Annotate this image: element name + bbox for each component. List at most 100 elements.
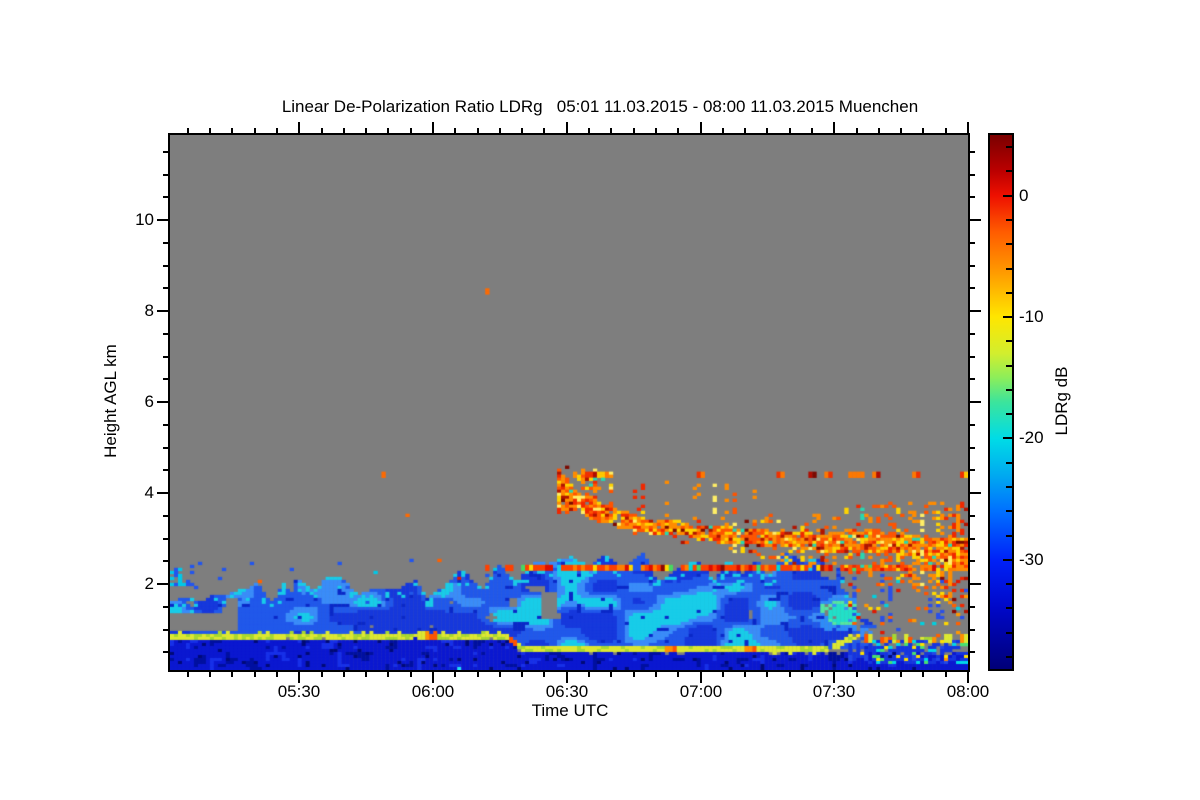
axis-tick bbox=[811, 128, 813, 135]
axis-tick bbox=[878, 128, 880, 135]
axis-tick bbox=[968, 356, 975, 358]
x-tick-label: 08:00 bbox=[946, 682, 990, 701]
x-tick-label: 07:00 bbox=[679, 682, 723, 701]
colorbar-tick-label: -30 bbox=[1019, 550, 1044, 569]
axis-tick bbox=[968, 333, 975, 335]
axis-tick bbox=[945, 128, 947, 135]
axis-tick bbox=[856, 670, 858, 677]
y-tick-label: 2 bbox=[144, 574, 154, 593]
axis-tick bbox=[1006, 292, 1012, 294]
axis-tick bbox=[454, 670, 456, 677]
axis-tick bbox=[744, 670, 746, 677]
axis-tick bbox=[163, 447, 170, 449]
axis-tick bbox=[968, 265, 975, 267]
heatmap-canvas bbox=[170, 135, 968, 670]
axis-tick bbox=[789, 670, 791, 677]
axis-tick bbox=[1003, 559, 1012, 561]
axis-tick bbox=[633, 670, 635, 677]
axis-tick bbox=[968, 651, 975, 653]
axis-tick bbox=[499, 670, 501, 677]
axis-tick bbox=[968, 629, 975, 631]
axis-tick bbox=[677, 128, 679, 135]
axis-tick bbox=[543, 670, 545, 677]
axis-tick bbox=[163, 560, 170, 562]
axis-tick bbox=[157, 401, 170, 403]
axis-tick bbox=[163, 242, 170, 244]
axis-tick bbox=[968, 196, 975, 198]
axis-tick bbox=[968, 174, 975, 176]
axis-tick bbox=[789, 128, 791, 135]
axis-tick bbox=[610, 128, 612, 135]
axis-tick bbox=[1003, 316, 1012, 318]
axis-tick bbox=[1006, 462, 1012, 464]
axis-tick bbox=[163, 151, 170, 153]
axis-tick bbox=[968, 424, 975, 426]
axis-tick bbox=[655, 670, 657, 677]
axis-tick bbox=[163, 606, 170, 608]
axis-tick bbox=[477, 128, 479, 135]
axis-tick bbox=[1003, 437, 1012, 439]
colorbar-tick-label: -10 bbox=[1019, 307, 1044, 326]
axis-tick bbox=[1006, 219, 1012, 221]
axis-tick bbox=[254, 670, 256, 677]
axis-tick bbox=[900, 128, 902, 135]
x-tick-label: 06:00 bbox=[411, 682, 455, 701]
axis-tick bbox=[543, 128, 545, 135]
axis-tick bbox=[1006, 632, 1012, 634]
axis-tick bbox=[968, 560, 975, 562]
axis-tick bbox=[298, 670, 300, 683]
axis-tick bbox=[276, 128, 278, 135]
axis-tick bbox=[610, 670, 612, 677]
axis-tick bbox=[209, 128, 211, 135]
axis-tick bbox=[1006, 365, 1012, 367]
axis-tick bbox=[968, 310, 981, 312]
axis-tick bbox=[700, 122, 702, 135]
axis-tick bbox=[1006, 607, 1012, 609]
axis-tick bbox=[677, 670, 679, 677]
axis-tick bbox=[968, 606, 975, 608]
axis-tick bbox=[968, 492, 981, 494]
axis-tick bbox=[967, 122, 969, 135]
axis-tick bbox=[321, 670, 323, 677]
x-tick-label: 06:30 bbox=[545, 682, 589, 701]
axis-tick bbox=[231, 128, 233, 135]
axis-tick bbox=[1003, 195, 1012, 197]
axis-tick bbox=[163, 629, 170, 631]
axis-tick bbox=[922, 670, 924, 677]
axis-tick bbox=[454, 128, 456, 135]
axis-tick bbox=[163, 265, 170, 267]
axis-tick bbox=[766, 128, 768, 135]
axis-tick bbox=[298, 122, 300, 135]
axis-tick bbox=[968, 151, 975, 153]
colorbar-gradient bbox=[990, 135, 1012, 669]
axis-tick bbox=[833, 122, 835, 135]
axis-tick bbox=[968, 242, 975, 244]
axis-tick bbox=[1006, 170, 1012, 172]
axis-tick bbox=[432, 670, 434, 683]
axis-tick bbox=[163, 469, 170, 471]
axis-tick bbox=[157, 310, 170, 312]
axis-tick bbox=[387, 128, 389, 135]
axis-tick bbox=[722, 128, 724, 135]
axis-tick bbox=[410, 128, 412, 135]
axis-tick bbox=[163, 287, 170, 289]
axis-tick bbox=[276, 670, 278, 677]
axis-tick bbox=[1006, 656, 1012, 658]
axis-tick bbox=[1006, 486, 1012, 488]
axis-tick bbox=[163, 174, 170, 176]
axis-tick bbox=[655, 128, 657, 135]
axis-tick bbox=[588, 128, 590, 135]
axis-tick bbox=[187, 128, 189, 135]
axis-tick bbox=[163, 378, 170, 380]
axis-tick bbox=[700, 670, 702, 683]
axis-tick bbox=[922, 128, 924, 135]
axis-tick bbox=[157, 583, 170, 585]
axis-tick bbox=[1006, 510, 1012, 512]
axis-tick bbox=[1006, 243, 1012, 245]
axis-tick bbox=[477, 670, 479, 677]
colorbar-tick-label: 0 bbox=[1019, 186, 1029, 205]
axis-tick bbox=[163, 333, 170, 335]
x-axis-title: Time UTC bbox=[531, 701, 609, 720]
plot-title: Linear De-Polarization Ratio LDRg 05:01 … bbox=[281, 97, 919, 116]
